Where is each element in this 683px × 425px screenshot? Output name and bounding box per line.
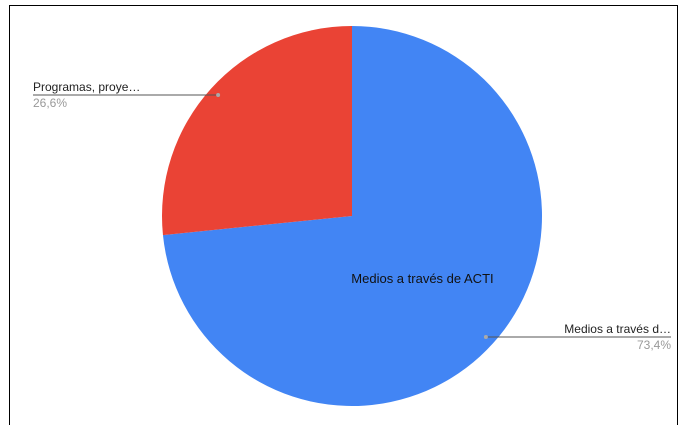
slice-value-label: 26,6% [33,96,67,110]
leader-dot [216,92,221,97]
slice-value-label: 73,4% [637,338,671,352]
slice-inner-label: Medios a través de ACTI [351,271,493,286]
pie-slice [162,26,352,236]
leader-dot [483,335,488,340]
frame [9,5,678,425]
slice-category-label: Programas, proye… [33,80,140,94]
pie-slice [162,26,543,407]
slice-category-label: Medios a través d… [564,322,671,336]
